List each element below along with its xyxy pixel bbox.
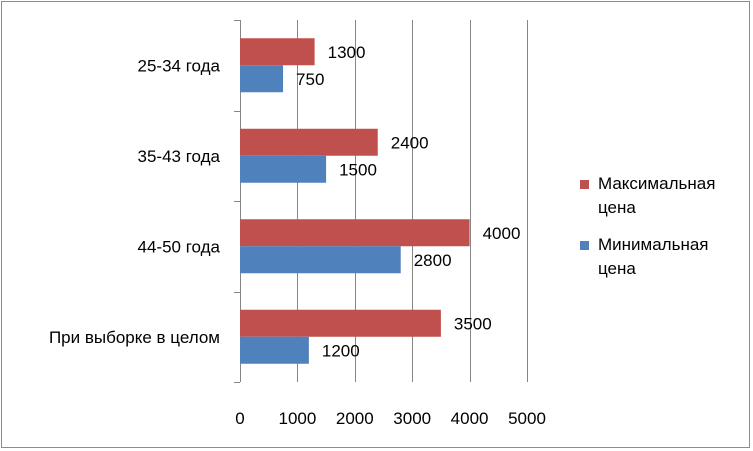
- category-label-0: 25-34 года: [138, 56, 221, 75]
- data-label-0-1: 750: [296, 70, 324, 89]
- legend-swatch-max: [580, 180, 589, 189]
- bar-0-1: [240, 65, 284, 93]
- bar-2-0: [240, 219, 470, 247]
- legend-item-min: Минимальная цена: [580, 233, 745, 281]
- bar-1-0: [240, 128, 378, 156]
- data-label-0-0: 1300: [328, 43, 366, 62]
- x-tick-label-1: 1000: [278, 409, 316, 428]
- data-label-1-1: 1500: [339, 160, 377, 179]
- x-tick-label-3: 3000: [393, 409, 431, 428]
- x-tick-label-2: 2000: [336, 409, 374, 428]
- data-label-2-1: 2800: [414, 251, 452, 270]
- legend-swatch-min: [580, 241, 589, 250]
- bar-3-0: [240, 309, 441, 337]
- bar-2-1: [240, 246, 401, 274]
- x-tick-label-0: 0: [235, 409, 244, 428]
- bar-3-1: [240, 336, 309, 364]
- legend-item-max: Максимальная цена: [580, 172, 745, 220]
- data-label-3-1: 1200: [322, 341, 360, 360]
- data-label-2-0: 4000: [483, 224, 521, 243]
- category-label-2: 44-50 года: [138, 237, 221, 256]
- category-label-1: 35-43 года: [138, 147, 221, 166]
- category-label-3: При выборке в целом: [49, 328, 220, 347]
- legend: Максимальная цена Минимальная цена: [580, 172, 745, 294]
- x-tick-label-5: 5000: [508, 409, 546, 428]
- data-label-3-0: 3500: [454, 314, 492, 333]
- data-label-1-0: 2400: [391, 133, 429, 152]
- legend-label-max: Максимальная цена: [598, 174, 716, 217]
- bar-0-0: [240, 38, 315, 66]
- bar-1-1: [240, 155, 327, 183]
- legend-label-min: Минимальная цена: [598, 235, 709, 278]
- x-tick-label-4: 4000: [451, 409, 489, 428]
